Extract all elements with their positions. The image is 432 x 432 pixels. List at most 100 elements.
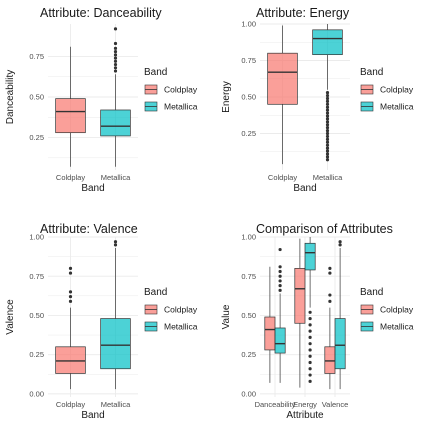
outlier-point — [308, 373, 312, 377]
outlier-point — [325, 91, 330, 95]
y-tick-label: 0.75 — [29, 272, 44, 281]
box-valence-coldplay — [324, 266, 336, 390]
outlier-point — [325, 146, 330, 150]
x-tick-label: Metallica — [101, 173, 131, 182]
y-tick-label: 0.50 — [241, 311, 256, 320]
outlier-point — [308, 367, 312, 371]
outlier-point — [308, 316, 312, 321]
outlier-point — [68, 290, 73, 294]
y-tick-label: 0.50 — [29, 311, 44, 320]
legend-title: Band — [144, 67, 167, 78]
y-tick-label: 1.00 — [241, 233, 256, 242]
box-metallica-metallica — [312, 24, 343, 162]
y-tick-label: 0.25 — [241, 129, 256, 138]
box-iqr — [55, 346, 86, 374]
chart-title: Comparison of Attributes — [256, 222, 393, 236]
outlier-point — [308, 335, 312, 339]
y-tick-label: 1.00 — [241, 20, 256, 29]
x-axis-title: Band — [293, 183, 316, 194]
outlier-point — [113, 41, 118, 46]
outlier-point — [325, 108, 330, 112]
outlier-point — [325, 155, 330, 159]
legend-label: Metallica — [380, 102, 414, 112]
box-iqr — [55, 98, 86, 134]
outlier-point — [113, 66, 118, 70]
box-danceability-coldplay — [264, 266, 276, 383]
x-tick-label: Metallica — [313, 173, 343, 182]
outlier-point — [308, 310, 312, 314]
box-valence-metallica — [334, 240, 346, 390]
outlier-point — [308, 348, 312, 352]
legend-label: Metallica — [380, 322, 414, 332]
box-iqr — [100, 318, 131, 370]
outlier-point — [325, 96, 330, 101]
legend-label: Coldplay — [380, 85, 414, 95]
box-danceability-metallica — [274, 247, 286, 383]
outlier-point — [113, 49, 118, 54]
outlier-point — [278, 274, 282, 278]
chart-panel-1: Attribute: Danceability 0.25 0.50 0.75 Coldp… — [5, 6, 198, 194]
outlier-point — [308, 360, 312, 365]
outlier-point — [328, 266, 332, 270]
box-iqr — [334, 318, 346, 370]
x-tick-label: Metallica — [101, 400, 131, 409]
y-axis-title: Valence — [5, 299, 16, 335]
legend: Band Coldplay Metallica — [144, 67, 198, 113]
outlier-point — [113, 240, 118, 244]
outlier-point — [325, 120, 330, 124]
outlier-point — [325, 114, 330, 118]
boxes — [55, 27, 131, 167]
y-tick-label: 0.75 — [29, 52, 44, 61]
y-tick-label: 0.25 — [29, 133, 44, 142]
chart-panel-4: Comparison of Attributes 0.00 0.25 0.50 0.75… — [221, 222, 414, 421]
legend-title: Band — [360, 287, 383, 298]
outlier-point — [113, 27, 118, 31]
outlier-point — [325, 111, 330, 115]
legend: Band Coldplay Metallica — [360, 287, 414, 333]
outlier-point — [338, 240, 342, 244]
outlier-point — [328, 271, 332, 275]
box-coldplay-coldplay — [267, 25, 298, 165]
box-iqr — [312, 29, 343, 56]
y-axis-title: Value — [221, 304, 232, 329]
legend-label: Coldplay — [164, 85, 198, 95]
box-energy-metallica — [304, 237, 316, 383]
outlier-point — [278, 265, 282, 269]
outlier-point — [325, 123, 330, 127]
y-tick-label: 1.00 — [29, 233, 44, 242]
legend: Band Coldplay Metallica — [360, 67, 414, 113]
outlier-point — [308, 379, 312, 383]
outlier-point — [308, 342, 312, 346]
legend-title: Band — [360, 67, 383, 78]
box-iqr — [324, 346, 336, 374]
outlier-point — [68, 271, 73, 275]
y-tick-label: 0.50 — [241, 93, 256, 102]
outlier-point — [325, 102, 330, 106]
outlier-point — [325, 131, 330, 136]
outlier-point — [113, 59, 118, 63]
x-tick-label: Danceability — [255, 400, 296, 409]
chart-title: Attribute: Energy — [256, 6, 350, 20]
box-iqr — [274, 327, 286, 354]
outlier-point — [113, 53, 118, 57]
outlier-point — [325, 152, 330, 156]
outlier-point — [325, 158, 330, 162]
box-coldplay-coldplay — [55, 46, 86, 167]
y-axis-title: Danceability — [5, 70, 16, 124]
outlier-point — [68, 266, 73, 270]
chart-panel-2: Attribute: Energy 0.25 0.50 0.75 1.00 Coldpla… — [221, 6, 414, 194]
x-tick-label: Coldplay — [56, 173, 85, 182]
boxes — [55, 240, 131, 390]
outlier-point — [113, 46, 118, 50]
outlier-point — [278, 247, 282, 252]
box-iqr — [267, 52, 298, 105]
legend-label: Coldplay — [164, 305, 198, 315]
x-axis-title: Attribute — [286, 410, 324, 421]
box-coldplay-coldplay — [55, 266, 86, 390]
box-iqr — [264, 316, 276, 351]
box-iqr — [294, 268, 306, 324]
legend-label: Metallica — [164, 102, 198, 112]
chart-panel-3: Attribute: Valence 0.00 0.25 0.50 0.75 1.00 Co… — [5, 222, 198, 421]
outlier-point — [278, 284, 282, 288]
outlier-point — [325, 117, 330, 121]
